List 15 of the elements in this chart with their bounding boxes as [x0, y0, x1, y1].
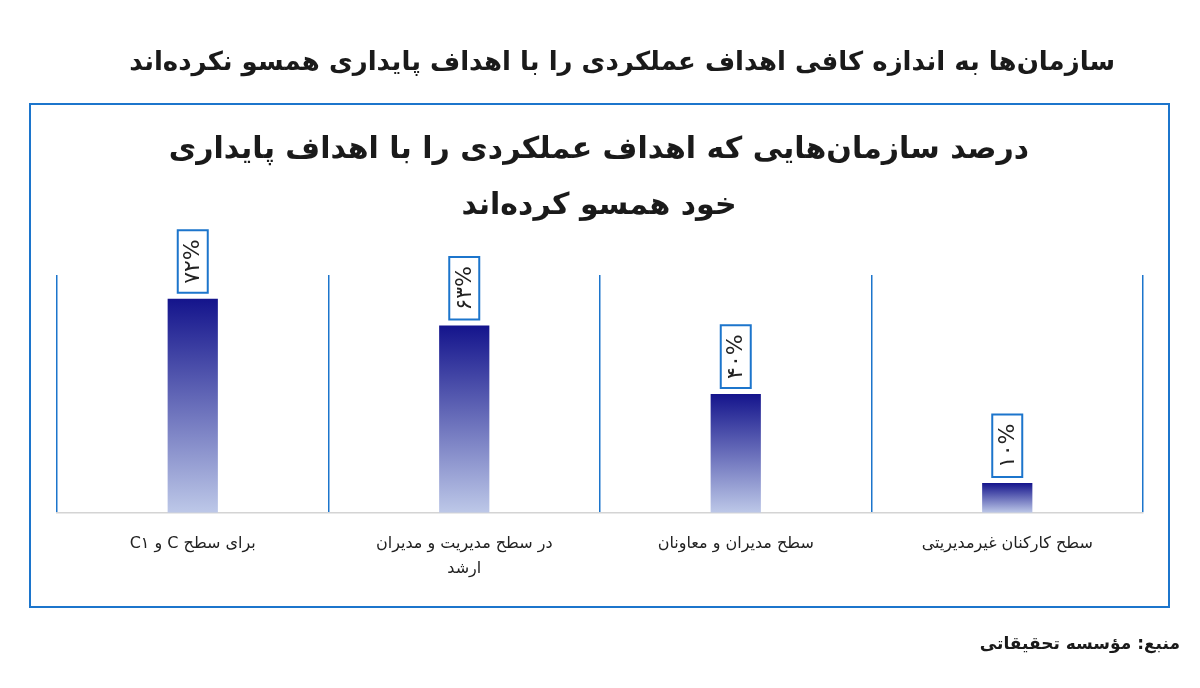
chart-title: سازمان‌ها به اندازه کافی اهداف عملکردی را با اهداف پایداری همسو نکرده‌اند: [128, 45, 1115, 79]
data-label: ۱۰%: [993, 423, 1019, 469]
chart-subtitle: درصد سازمان‌هایی که اهداف عملکردی را با اهداف پایداری خود همسو کرده‌اند: [167, 129, 1031, 223]
text: منبع: مؤسسه تحقیقاتی: [979, 632, 1180, 656]
x-tick-label: در سطح مدیریت و مدیران ارشد: [375, 532, 553, 579]
bar: [439, 325, 490, 513]
data-label: ۷۲%: [179, 239, 205, 284]
bar: [167, 298, 218, 513]
bar: [982, 483, 1033, 513]
x-tick-label: برای سطح C و C۱: [129, 532, 256, 553]
x-tick-label: سطح کارکنان غیرمدیریتی: [921, 532, 1093, 553]
x-tick-label: سطح مدیران و معاونان: [657, 532, 814, 553]
data-label: ۶۳%: [450, 265, 476, 311]
bar: [710, 393, 761, 513]
data-label: ۴۰%: [722, 334, 748, 379]
